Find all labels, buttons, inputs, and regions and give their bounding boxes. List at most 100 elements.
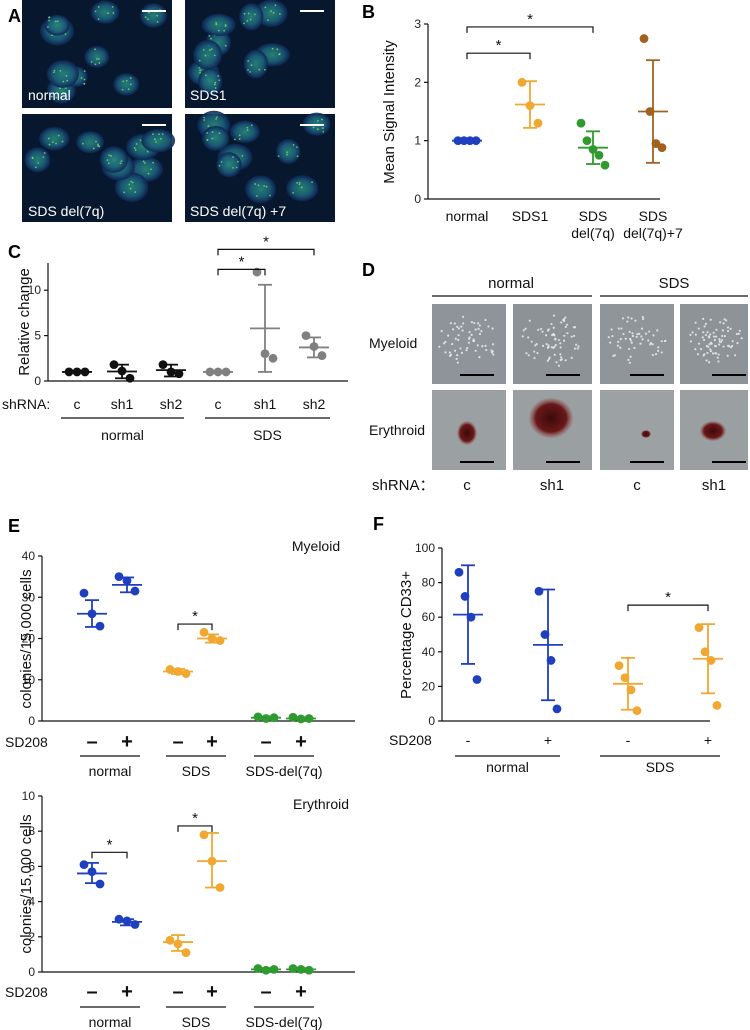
cell-speck	[696, 353, 700, 356]
data-group	[77, 860, 107, 889]
data-point	[109, 360, 119, 370]
signal-dot	[199, 71, 201, 74]
cell-speck	[704, 322, 708, 325]
cell-speck	[736, 342, 739, 345]
cell-speck	[657, 349, 660, 353]
signal-dot	[300, 186, 303, 189]
signal-dot	[203, 116, 206, 119]
cell-speck	[456, 325, 459, 328]
cell-speck	[485, 348, 488, 352]
category-label: –	[260, 731, 271, 753]
signal-dot	[110, 154, 112, 157]
signal-dot	[214, 81, 217, 84]
cell-speck	[472, 338, 475, 341]
cell-speck	[709, 318, 712, 321]
cell-speck	[562, 339, 566, 342]
y-tick-label: 0	[28, 965, 35, 979]
y-axis-label: colonies/15,000 cells	[18, 569, 35, 708]
cell-speck	[466, 346, 469, 350]
cell-speck	[629, 355, 632, 358]
significance-bracket	[466, 26, 594, 33]
cell-speck	[660, 351, 663, 354]
shrna-value: sh1	[540, 477, 564, 494]
nucleus	[76, 131, 105, 154]
cell-speck	[565, 323, 569, 326]
signal-dot	[322, 131, 325, 133]
cell-speck	[731, 340, 734, 343]
category-label: +	[544, 732, 552, 748]
cell-speck	[624, 337, 627, 340]
signal-dot	[155, 141, 157, 143]
y-tick-label: 5	[34, 329, 41, 343]
cell-speck	[470, 333, 473, 336]
signal-dot	[274, 4, 277, 7]
signal-dot	[238, 138, 241, 140]
signal-dot	[321, 127, 324, 130]
panel-letter-d: D	[362, 260, 375, 280]
data-group	[77, 588, 107, 631]
cell-speck	[710, 342, 713, 345]
cell-speck	[566, 332, 569, 335]
y-tick-label: 0	[34, 374, 41, 388]
signal-dot	[43, 152, 46, 154]
cell-speck	[554, 337, 557, 340]
cell-speck	[697, 327, 700, 330]
cell-speck	[470, 321, 473, 324]
cell-speck	[459, 347, 462, 350]
chart-e-myeloid: 0 10 20 30 40 colonies/15,000 cells Myeloid * – +…	[5, 538, 355, 779]
signal-dot	[224, 25, 227, 27]
data-point	[582, 136, 592, 146]
cell-speck	[694, 348, 697, 351]
data-group	[515, 77, 545, 129]
signal-dot	[312, 126, 315, 129]
data-group	[693, 623, 723, 710]
signal-dot	[52, 71, 55, 74]
micrograph-label: SDS1	[190, 87, 227, 103]
signal-dot	[235, 166, 238, 169]
cell-speck	[729, 327, 732, 330]
signal-dot	[154, 138, 156, 141]
photo-erythroid-sds-sh1	[680, 390, 748, 470]
y-tick-label: 30	[22, 590, 36, 604]
cell-speck	[714, 344, 717, 348]
cell-speck	[617, 340, 620, 343]
signal-dot	[147, 172, 150, 175]
data-group	[286, 712, 316, 724]
cell-speck	[527, 336, 530, 339]
data-group	[250, 267, 280, 373]
data-group	[251, 712, 281, 723]
y-tick-label: 0	[428, 714, 435, 728]
cell-speck	[629, 339, 632, 342]
signal-dot	[48, 16, 50, 19]
category-label: +	[295, 731, 307, 753]
signal-dot	[271, 47, 274, 50]
cell-speck	[726, 354, 729, 357]
signal-dot	[249, 71, 251, 73]
cell-speck	[689, 340, 692, 343]
signal-dot	[147, 18, 149, 21]
nucleus	[202, 125, 230, 151]
data-group	[197, 627, 227, 645]
signal-dot	[63, 92, 65, 95]
y-axis-label: colonies/15,000 cells	[18, 814, 35, 953]
signal-dot	[292, 191, 295, 194]
cell-speck	[628, 347, 631, 351]
signal-dot	[106, 159, 109, 162]
group-label: normal	[101, 427, 144, 443]
cell-speck	[651, 353, 654, 357]
data-group	[452, 136, 482, 146]
signal-dot	[264, 6, 267, 9]
data-point	[576, 118, 586, 128]
panel-letter-b: B	[362, 2, 375, 22]
y-tick-label: 2	[414, 75, 421, 89]
cell-speck	[559, 353, 562, 356]
signal-dot	[152, 133, 154, 136]
signal-dot	[198, 59, 201, 62]
cell-speck	[642, 317, 645, 321]
cell-speck	[715, 328, 718, 331]
category-label: del(7q)	[571, 225, 615, 241]
cell-speck	[703, 325, 706, 328]
data-group	[251, 964, 281, 975]
y-tick-label: 100	[415, 541, 435, 555]
cell-speck	[562, 318, 566, 321]
